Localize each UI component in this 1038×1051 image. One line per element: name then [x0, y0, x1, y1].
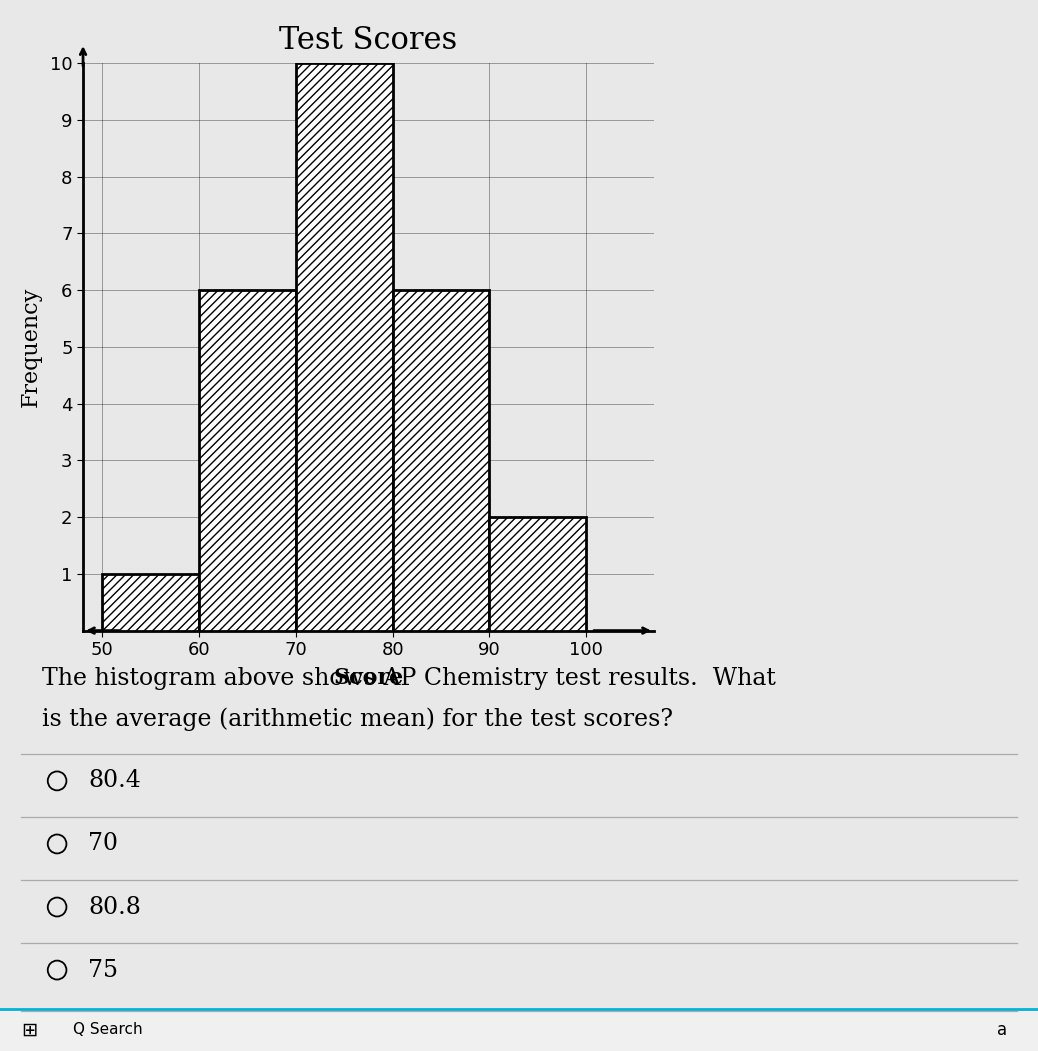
Bar — [103, 574, 199, 631]
Text: 80.4: 80.4 — [88, 769, 141, 792]
Text: is the average (arithmetic mean) for the test scores?: is the average (arithmetic mean) for the… — [42, 707, 673, 730]
Text: Q Search: Q Search — [73, 1023, 142, 1037]
Bar — [392, 290, 490, 631]
Y-axis label: Frequency: Frequency — [20, 287, 42, 407]
Text: 75: 75 — [88, 959, 118, 982]
Bar — [490, 517, 586, 631]
Text: 80.8: 80.8 — [88, 895, 141, 919]
X-axis label: Score: Score — [333, 667, 404, 689]
Bar — [199, 290, 296, 631]
Text: The histogram above shows AP Chemistry test results.  What: The histogram above shows AP Chemistry t… — [42, 667, 775, 691]
Title: Test Scores: Test Scores — [279, 25, 458, 56]
Text: 70: 70 — [88, 832, 118, 856]
Text: ⊞: ⊞ — [21, 1021, 37, 1039]
Text: a: a — [996, 1021, 1007, 1039]
Bar — [296, 63, 392, 631]
